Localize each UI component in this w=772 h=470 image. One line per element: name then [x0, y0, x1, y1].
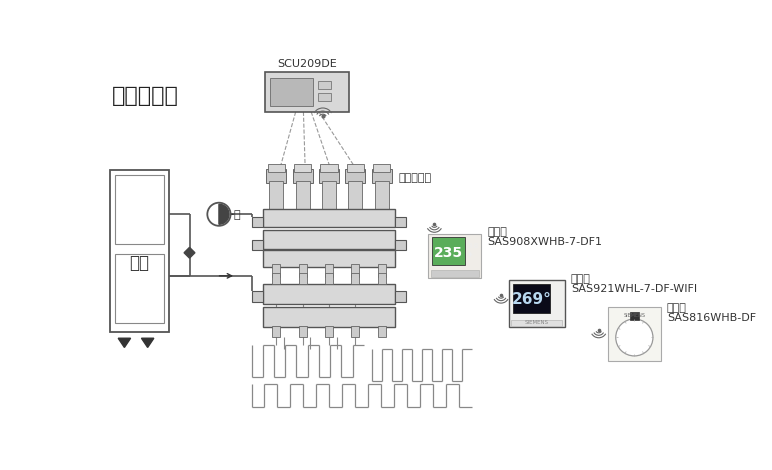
Bar [378, 264, 385, 277]
Bar [299, 326, 306, 337]
Bar [378, 273, 385, 283]
Bar [511, 320, 562, 326]
Bar [293, 169, 313, 183]
Bar [351, 273, 359, 283]
Polygon shape [141, 338, 154, 347]
Text: 温控器: 温控器 [667, 303, 687, 313]
Circle shape [616, 319, 653, 356]
Bar [273, 326, 280, 337]
Text: SAS816WHB-DF: SAS816WHB-DF [667, 313, 756, 323]
Bar [263, 209, 394, 227]
Bar [513, 283, 550, 313]
Bar [294, 164, 311, 172]
Circle shape [208, 203, 231, 226]
Bar [252, 291, 263, 302]
Bar [509, 280, 564, 328]
Text: 235: 235 [434, 246, 463, 260]
Polygon shape [184, 247, 195, 258]
Bar [115, 175, 164, 244]
Bar [378, 326, 385, 337]
Bar [351, 264, 359, 277]
Bar [322, 181, 336, 211]
Bar [296, 181, 310, 211]
Bar [110, 170, 168, 332]
Bar [299, 264, 306, 277]
Bar [431, 270, 479, 277]
Text: 269°: 269° [511, 292, 551, 307]
Bar [263, 251, 394, 267]
Text: 温控器: 温控器 [571, 274, 591, 283]
Text: SAS908XWHB-7-DF1: SAS908XWHB-7-DF1 [487, 237, 602, 247]
Bar [266, 169, 286, 183]
Bar [268, 164, 285, 172]
Bar [263, 283, 394, 305]
Text: 电热执行器: 电热执行器 [399, 173, 432, 183]
Text: 3.8: 3.8 [467, 243, 478, 249]
Bar [299, 273, 306, 283]
Text: 锅炉: 锅炉 [129, 254, 149, 272]
Bar [347, 164, 364, 172]
Bar [252, 240, 263, 251]
Bar [608, 306, 661, 360]
Bar [325, 326, 333, 337]
Text: SIEMENS: SIEMENS [525, 321, 549, 325]
Bar [325, 264, 333, 277]
Bar [320, 164, 337, 172]
Bar [371, 169, 391, 183]
Text: SAS921WHL-7-DF-WIFI: SAS921WHL-7-DF-WIFI [571, 283, 697, 294]
Text: SCU209DE: SCU209DE [277, 60, 337, 70]
Bar [269, 181, 283, 211]
Bar [428, 234, 481, 278]
Bar [115, 253, 164, 323]
Text: 温控器: 温控器 [487, 227, 507, 237]
Text: SIEMENS: SIEMENS [623, 313, 645, 318]
Wedge shape [219, 204, 229, 224]
Text: 系统示意图: 系统示意图 [112, 86, 179, 106]
Polygon shape [118, 338, 130, 347]
Text: 泵: 泵 [234, 211, 240, 220]
Bar [394, 217, 406, 227]
Bar [266, 72, 349, 112]
Bar [318, 94, 330, 101]
Bar [351, 326, 359, 337]
Bar [394, 291, 406, 302]
Bar [270, 78, 313, 106]
Bar [348, 181, 362, 211]
Bar [319, 169, 339, 183]
Bar [273, 264, 280, 277]
Bar [345, 169, 365, 183]
Bar [273, 273, 280, 283]
Bar [373, 164, 390, 172]
Text: ♦: ♦ [467, 252, 473, 258]
Bar [374, 181, 388, 211]
Bar [432, 237, 465, 265]
Bar [318, 81, 330, 89]
Bar [630, 312, 639, 320]
Bar [394, 240, 406, 251]
Bar [325, 273, 333, 283]
Bar [263, 306, 394, 328]
Bar [252, 217, 263, 227]
Bar [263, 230, 394, 249]
